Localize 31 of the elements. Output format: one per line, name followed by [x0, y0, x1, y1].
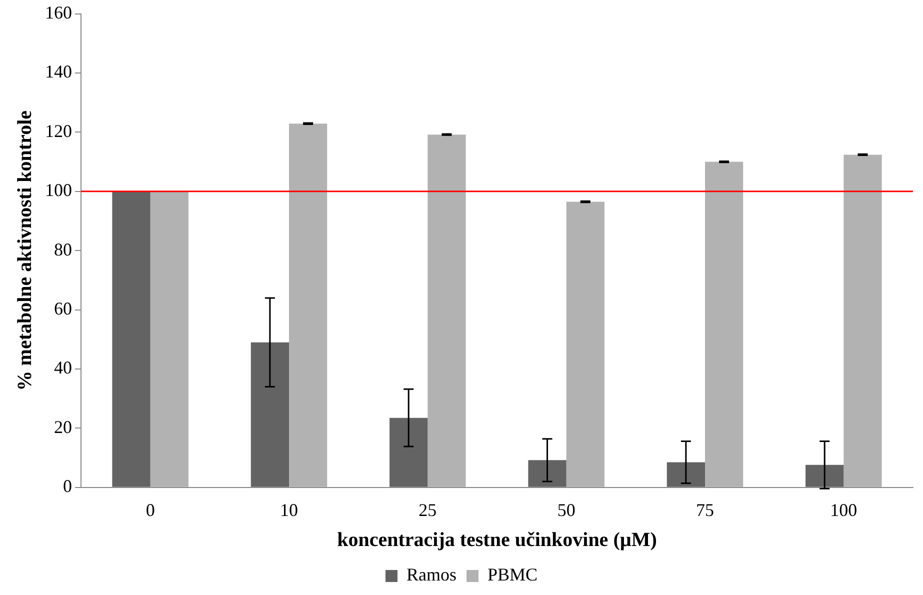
y-tick-label: 80	[54, 239, 72, 260]
bar	[705, 162, 744, 487]
bar	[112, 191, 150, 487]
y-tick-label: 120	[45, 120, 72, 141]
bar	[844, 154, 882, 487]
x-axis-title: koncentracija testne učinkovine (µM)	[337, 529, 657, 552]
x-tick-label: 0	[146, 500, 155, 520]
y-axis-title: % metabolne aktivnosti kontrole	[14, 110, 36, 391]
bar	[250, 342, 289, 487]
y-tick-label: 140	[45, 62, 72, 82]
bar	[390, 418, 428, 487]
y-tick-label: 0	[63, 476, 72, 496]
x-tick-label: 100	[830, 500, 858, 520]
y-tick-label: 60	[54, 298, 72, 319]
x-tick-label: 10	[280, 500, 298, 520]
bar	[806, 464, 844, 487]
x-tick-label: 50	[557, 500, 576, 520]
x-tick-label: 25	[418, 500, 437, 520]
bar	[289, 124, 328, 487]
bar	[566, 202, 604, 487]
y-tick-label: 160	[45, 2, 72, 23]
bar	[428, 134, 466, 487]
y-tick-label: 20	[54, 416, 72, 437]
y-tick-label: 100	[45, 180, 72, 200]
y-tick-label: 40	[54, 358, 72, 378]
bar	[150, 191, 188, 487]
legend-label: PBMC	[487, 564, 538, 585]
legend-label: Ramos	[406, 564, 456, 585]
bar	[666, 462, 705, 487]
x-tick-label: 75	[696, 500, 714, 520]
bar	[528, 460, 566, 487]
